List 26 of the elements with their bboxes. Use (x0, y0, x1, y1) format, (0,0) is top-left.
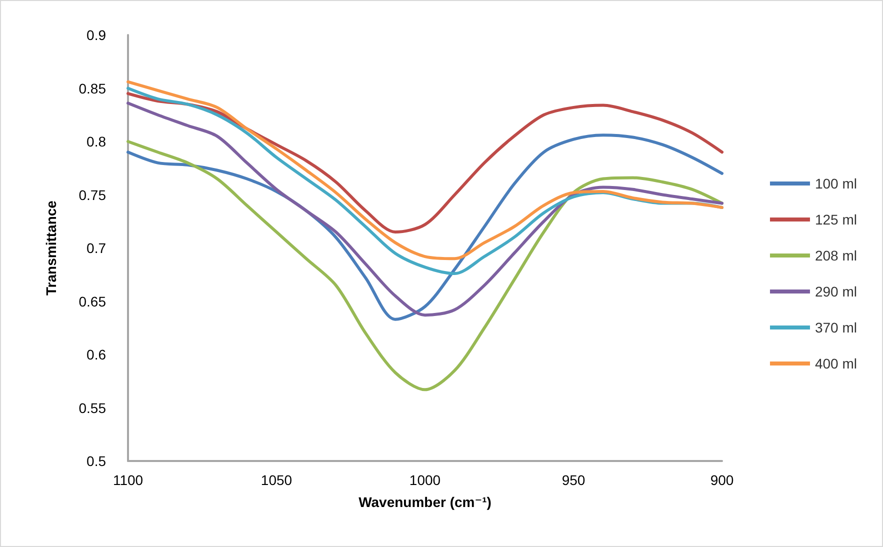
y-tick-label: 0.75 (78, 186, 106, 203)
y-tick-label: 0.7 (86, 240, 106, 256)
y-axis-title: Transmittance (43, 200, 59, 296)
y-tick-label: 0.9 (86, 27, 106, 43)
legend-label: 208 ml (814, 248, 858, 264)
legend-label: 400 ml (814, 356, 858, 372)
y-tick-label: 0.65 (78, 293, 106, 310)
x-tick-label: 1100 (112, 472, 144, 488)
y-tick-label: 0.85 (78, 80, 106, 96)
line-series (126, 140, 724, 392)
x-tick-label: 1000 (409, 472, 441, 488)
x-axis-title: Wavenumber (cm⁻¹) (358, 494, 492, 510)
x-tick-label: 950 (562, 472, 586, 488)
y-tick-label: 0.55 (78, 400, 106, 416)
legend-label: 370 ml (814, 320, 858, 336)
line-series (126, 92, 724, 234)
x-tick-label: 900 (710, 472, 734, 488)
line-series (126, 102, 724, 317)
line-series (126, 134, 724, 321)
y-tick-label: 0.5 (86, 453, 106, 469)
legend-label: 290 ml (814, 284, 858, 300)
x-tick-label: 1050 (260, 472, 292, 488)
y-tick-label: 0.6 (86, 346, 106, 362)
legend-label: 100 ml (814, 176, 858, 192)
y-tick-label: 0.8 (86, 134, 106, 150)
legend-label: 125 ml (814, 212, 858, 228)
